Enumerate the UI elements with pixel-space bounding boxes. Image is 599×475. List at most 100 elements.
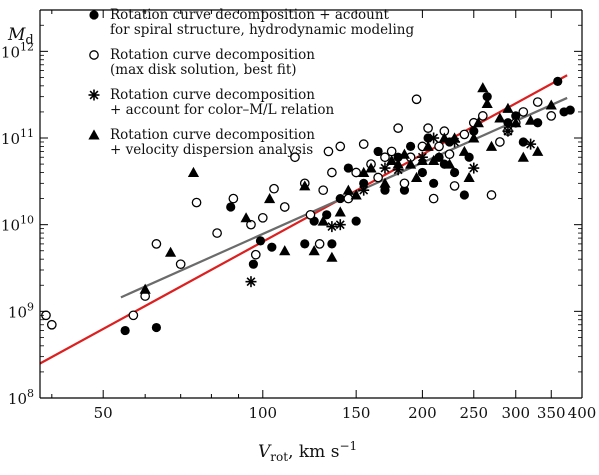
- open-circle-point: [351, 167, 362, 178]
- open-circle-point: [250, 249, 261, 260]
- filled-triangle-point: [365, 162, 377, 173]
- open-circle-point: [323, 146, 334, 157]
- filled-triangle-point: [317, 215, 329, 226]
- legend-label-line: Rotation curve decomposition: [110, 127, 315, 143]
- open-circle-point: [428, 193, 439, 204]
- asterisk-point: [468, 162, 480, 174]
- filled-circle-point: [399, 185, 410, 195]
- filled-triangle-point: [422, 140, 434, 151]
- open-circle-point: [279, 202, 290, 212]
- x-axis-title-exp: −1: [339, 439, 357, 453]
- filled-triangle-point: [299, 180, 311, 191]
- filled-triangle-point: [308, 245, 320, 256]
- legend-filled-triangle-marker: [88, 129, 100, 140]
- filled-triangle-point: [386, 154, 398, 165]
- open-circle-point: [399, 178, 410, 189]
- y-tick-label: 1012: [1, 40, 34, 61]
- filled-circle-point: [533, 118, 543, 128]
- open-circle-point: [495, 137, 505, 147]
- filled-triangle-point: [139, 283, 151, 294]
- filled-circle-point: [405, 141, 416, 152]
- legend-label-line: Rotation curve decomposition + account: [110, 7, 390, 23]
- filled-circle-point: [267, 242, 277, 252]
- data-points: [41, 76, 575, 336]
- fit-lines: [39, 74, 568, 365]
- open-circle-point: [212, 228, 222, 238]
- filled-circle-point: [429, 178, 439, 188]
- filled-circle-point: [226, 202, 236, 212]
- open-circle-point: [477, 111, 488, 121]
- filled-circle-point: [151, 322, 162, 333]
- filled-circle-point: [120, 325, 130, 336]
- filled-triangle-point: [532, 145, 544, 156]
- asterisk-point: [502, 125, 514, 137]
- filled-circle-point: [373, 146, 383, 157]
- asterisk-point: [379, 162, 391, 174]
- filled-circle-point: [327, 239, 337, 249]
- filled-circle-point: [255, 236, 266, 246]
- y-tick-base: 10: [1, 130, 20, 148]
- y-axis-title: Md: [7, 25, 34, 48]
- filled-triangle-point: [494, 112, 506, 123]
- filled-circle-point: [322, 210, 332, 220]
- x-tick-label: 50: [94, 404, 113, 422]
- x-axis-title-main: V: [258, 442, 272, 462]
- filled-circle-point: [393, 152, 403, 162]
- x-tick-label: 300: [501, 404, 530, 422]
- x-axis-title: Vrot, km s−1: [258, 439, 357, 464]
- y-tick-exp: 9: [27, 300, 34, 313]
- filled-triangle-point: [410, 171, 423, 183]
- open-circle-point: [257, 212, 268, 223]
- series-open-circle: [41, 94, 557, 330]
- filled-circle-point: [503, 118, 513, 128]
- filled-triangle-point: [350, 189, 362, 200]
- filled-triangle-point: [404, 158, 417, 169]
- y-axis-title-sub: d: [25, 33, 33, 48]
- filled-triangle-point: [517, 151, 529, 162]
- open-circle-point: [46, 319, 57, 330]
- open-circle-point: [386, 146, 397, 157]
- filled-circle-point: [459, 190, 469, 200]
- filled-triangle-point: [545, 99, 557, 110]
- open-circle-point: [318, 185, 329, 196]
- x-tick-label: 200: [408, 404, 437, 422]
- asterisk-point: [326, 221, 338, 233]
- filled-circle-point: [553, 76, 563, 87]
- filled-triangle-point: [510, 117, 522, 128]
- filled-triangle-point: [334, 206, 346, 217]
- filled-circle-point: [511, 111, 521, 121]
- filled-circle-point: [482, 92, 492, 102]
- filled-triangle-point: [468, 132, 480, 143]
- filled-triangle-point: [502, 102, 514, 113]
- open-circle-point: [327, 167, 337, 178]
- y-tick-label: 1011: [1, 127, 34, 148]
- series-filled-triangle: [139, 82, 557, 294]
- legend: Rotation curve decomposition + accountfo…: [88, 7, 414, 158]
- filled-triangle-point: [477, 82, 489, 93]
- filled-triangle-point: [443, 158, 456, 169]
- y-tick-base: 10: [1, 217, 20, 235]
- open-circle-point: [246, 219, 256, 230]
- filled-circle-point: [248, 259, 258, 269]
- asterisk-point: [358, 184, 370, 196]
- filled-triangle-point: [392, 158, 404, 169]
- open-circle-point: [459, 129, 470, 140]
- filled-circle-point: [565, 105, 575, 115]
- legend-label-line: + account for color–M/L relation: [110, 102, 335, 118]
- filled-circle-point: [359, 178, 369, 188]
- filled-triangle-point: [428, 154, 440, 165]
- y-axis-title-main: M: [7, 25, 26, 45]
- open-circle-point: [290, 152, 300, 163]
- filled-triangle-point: [448, 132, 461, 143]
- filled-circle-point: [380, 185, 390, 195]
- y-tick-exp: 12: [20, 40, 34, 53]
- open-circle-point: [128, 310, 139, 321]
- y-tick-label: 108: [8, 387, 34, 408]
- filled-triangle-point: [398, 148, 411, 159]
- legend-open-circle-marker: [89, 50, 99, 60]
- open-circle-point: [305, 209, 316, 220]
- open-circle-point: [380, 152, 390, 163]
- open-circle-point: [314, 239, 325, 249]
- filled-triangle-point: [525, 114, 537, 125]
